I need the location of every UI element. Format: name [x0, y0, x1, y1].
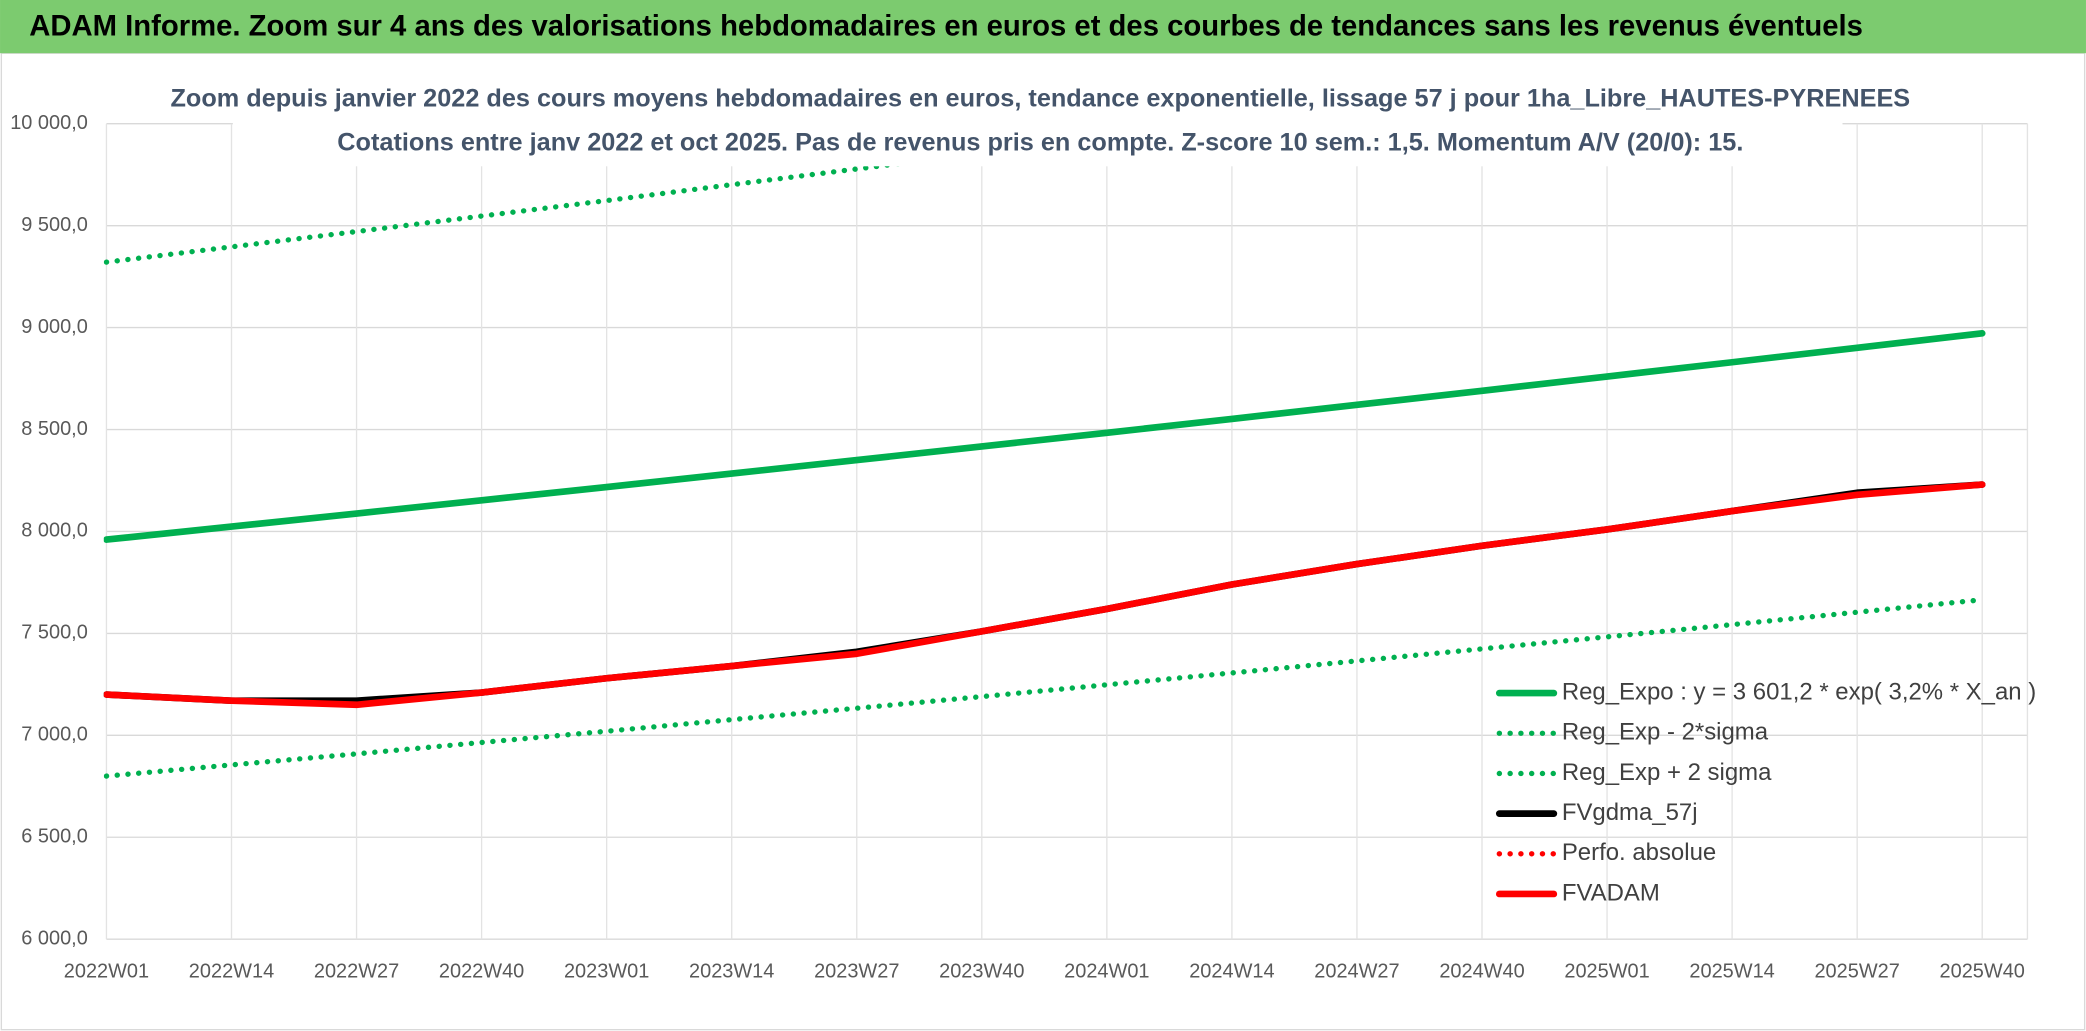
chart-title: Zoom depuis janvier 2022 des cours moyen…	[170, 84, 1910, 112]
y-tick-label: 7 000,0	[21, 724, 88, 746]
x-tick-label: 2023W40	[939, 961, 1024, 983]
series-line	[103, 481, 1986, 709]
x-tick-label: 2024W14	[1189, 961, 1274, 983]
y-tick-label: 9 500,0	[21, 214, 88, 236]
title-box	[232, 73, 1843, 167]
x-tick-label: 2025W14	[1689, 961, 1774, 983]
x-tick-label: 2025W40	[1940, 961, 2025, 983]
legend-label: FVADAM	[1562, 879, 1660, 906]
x-tick-label: 2024W01	[1064, 961, 1149, 983]
legend-label: FVgdma_57j	[1562, 799, 1698, 826]
series-line	[103, 121, 1251, 265]
legend-label: Reg_Exp + 2 sigma	[1562, 759, 1772, 786]
series-line	[103, 329, 1986, 543]
y-tick-label: 9 000,0	[21, 316, 88, 338]
x-tick-label: 2022W01	[64, 961, 149, 983]
x-tick-label: 2023W27	[814, 961, 899, 983]
x-tick-label: 2023W01	[564, 961, 649, 983]
header-title: ADAM Informe. Zoom sur 4 ans des valoris…	[29, 11, 1863, 43]
x-tick-label: 2024W27	[1314, 961, 1399, 983]
x-tick-label: 2022W40	[439, 961, 524, 983]
header-bar	[0, 0, 2086, 54]
x-tick-label: 2022W27	[314, 961, 399, 983]
x-tick-label: 2022W14	[189, 961, 274, 983]
y-tick-label: 6 500,0	[21, 826, 88, 848]
y-tick-label: 8 000,0	[21, 520, 88, 542]
x-tick-label: 2025W01	[1564, 961, 1649, 983]
legend-label: Reg_Exp - 2*sigma	[1562, 719, 1769, 746]
x-tick-label: 2025W27	[1814, 961, 1899, 983]
legend-label: Perfo. absolue	[1562, 839, 1716, 866]
y-tick-label: 7 500,0	[21, 622, 88, 644]
y-tick-label: 8 500,0	[21, 418, 88, 440]
x-tick-label: 2023W14	[689, 961, 774, 983]
x-tick-label: 2024W40	[1439, 961, 1524, 983]
chart-subtitle: Cotations entre janv 2022 et oct 2025. P…	[337, 128, 1743, 156]
y-tick-label: 10 000,0	[10, 112, 88, 134]
legend-label: Reg_Expo : y = 3 601,2 * exp( 3,2% * X_a…	[1562, 678, 2036, 705]
y-tick-label: 6 000,0	[21, 927, 88, 949]
series-line	[103, 597, 1985, 779]
